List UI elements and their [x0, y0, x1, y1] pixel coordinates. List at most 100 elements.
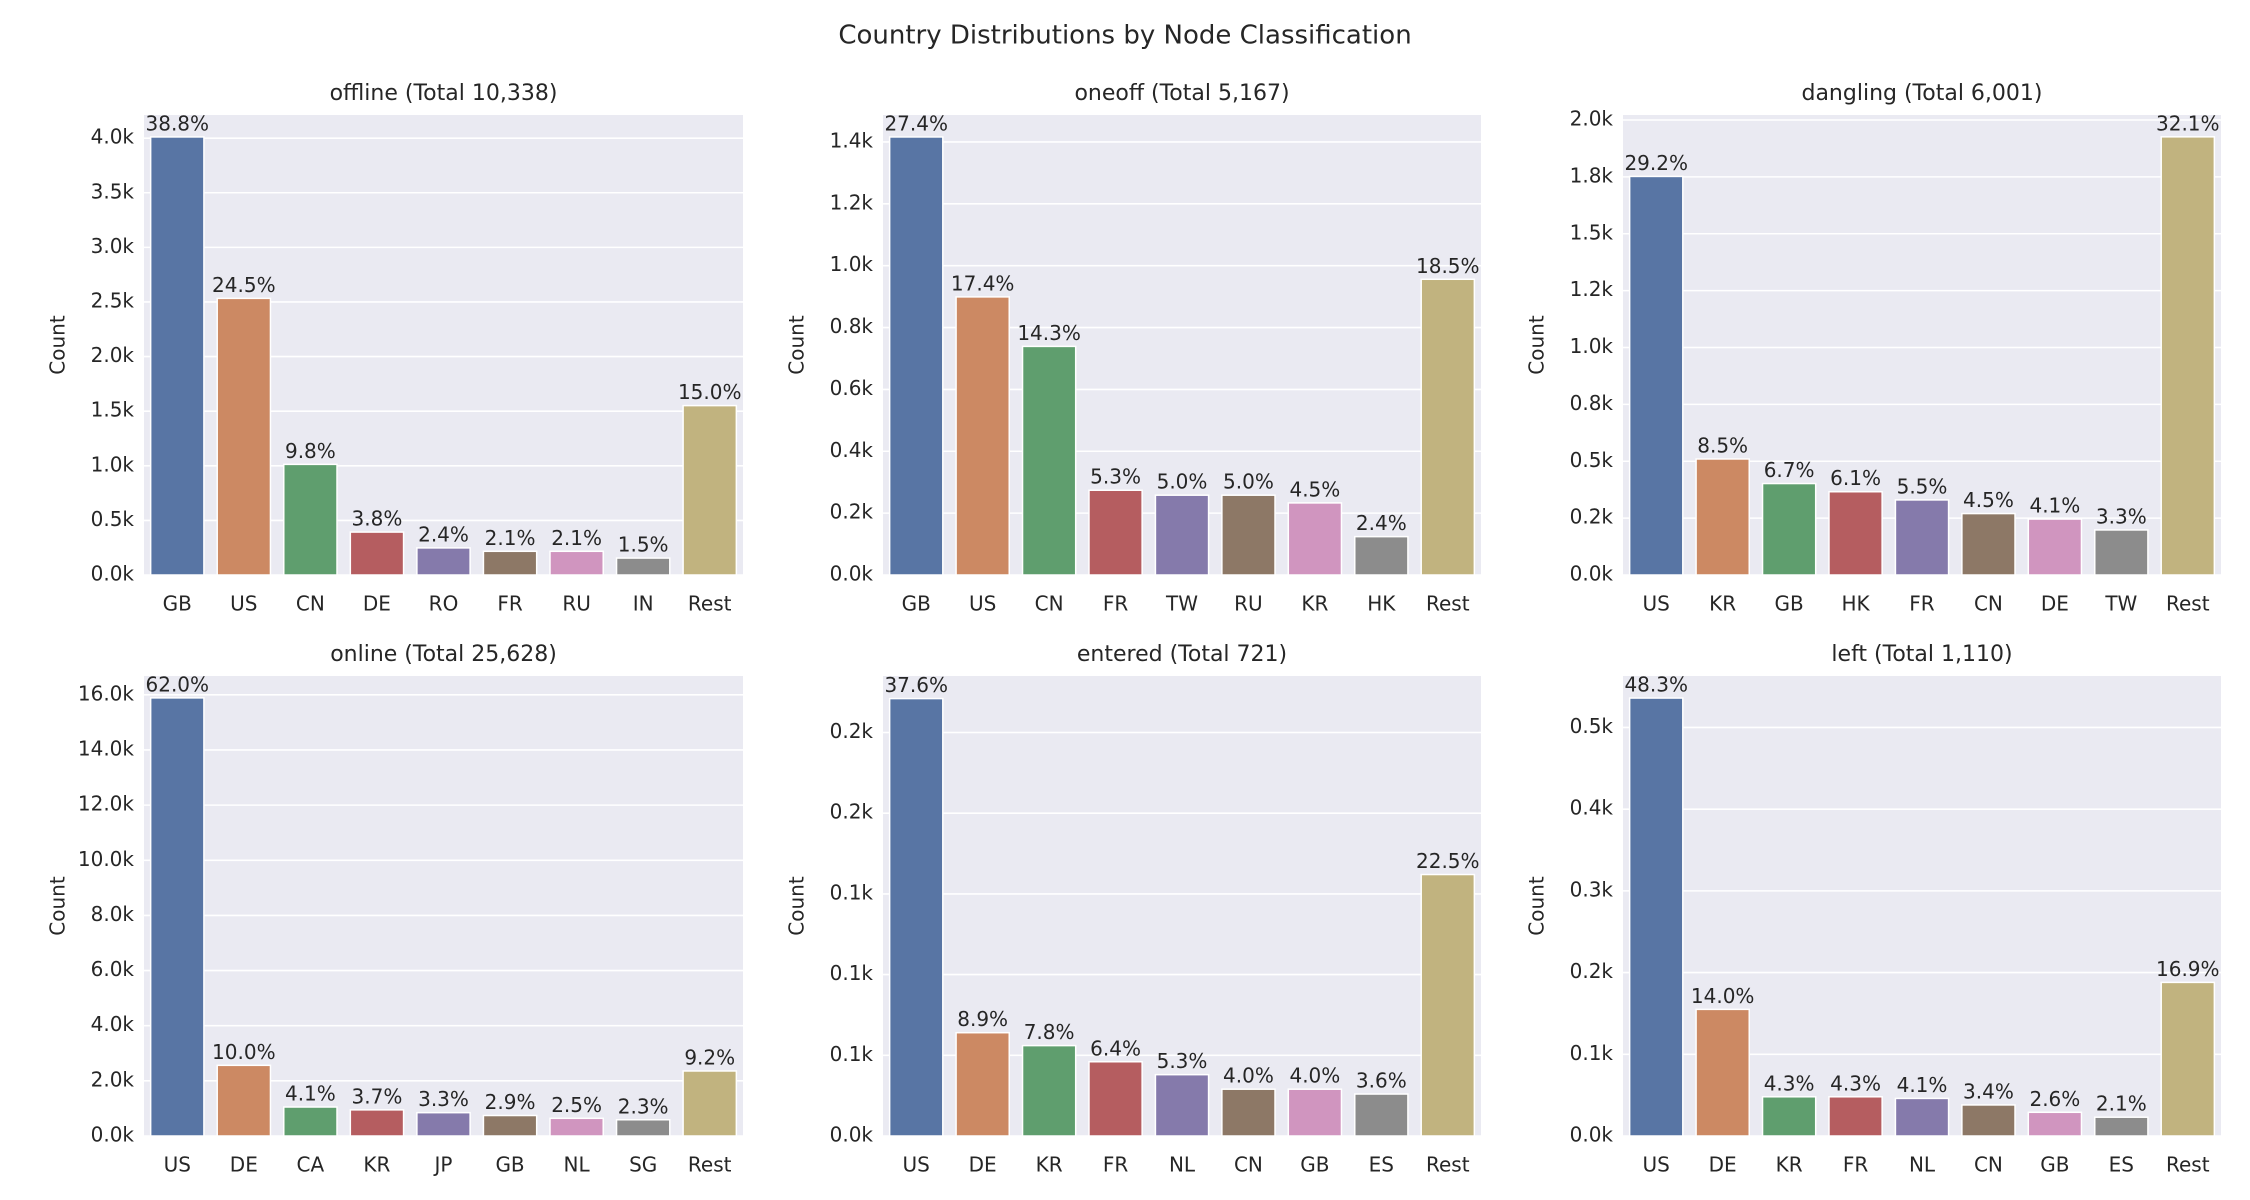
- y-tick-label: 0.0k: [1570, 562, 1614, 586]
- value-label: 62.0%: [146, 672, 210, 696]
- value-label: 5.0%: [1157, 470, 1208, 494]
- value-label: 6.7%: [1764, 458, 1815, 482]
- y-tick-label: 0.8k: [830, 314, 874, 338]
- value-label: 32.1%: [2156, 111, 2220, 135]
- bar: [1628, 697, 1684, 1137]
- y-axis-label: Count: [46, 876, 70, 936]
- bar: [955, 1031, 1010, 1137]
- y-tick-label: 1.0k: [1570, 334, 1614, 358]
- x-tick-label: DE: [1709, 1153, 1737, 1177]
- x-tick-label: GB: [902, 592, 931, 616]
- bar: [283, 463, 338, 576]
- y-tick-label: 2.0k: [91, 343, 135, 367]
- x-tick-label: GB: [1775, 592, 1804, 616]
- value-label: 5.0%: [1223, 470, 1274, 494]
- x-tick-label: US: [230, 592, 257, 616]
- x-tick-label: Rest: [1426, 1153, 1470, 1177]
- value-label: 3.7%: [352, 1084, 403, 1108]
- value-label: 4.1%: [1897, 1073, 1948, 1097]
- x-tick-label: Rest: [688, 592, 732, 616]
- y-tick-label: 0.5k: [1570, 714, 1614, 738]
- y-tick-label: 14.0k: [78, 736, 135, 760]
- value-label: 8.9%: [957, 1007, 1008, 1031]
- value-label: 2.5%: [551, 1093, 602, 1117]
- bar: [1354, 1093, 1409, 1137]
- value-label: 2.1%: [485, 526, 536, 550]
- bar: [1695, 1008, 1750, 1137]
- y-tick-label: 1.5k: [91, 398, 135, 422]
- y-tick-label: 1.8k: [1570, 163, 1614, 187]
- bar: [349, 531, 405, 576]
- x-tick-label: US: [903, 1153, 930, 1177]
- x-tick-label: US: [1643, 592, 1670, 616]
- y-axis-label: Count: [785, 876, 809, 936]
- y-tick-label: 0.0k: [91, 562, 135, 586]
- y-tick-label: 1.0k: [830, 252, 874, 276]
- value-label: 6.4%: [1090, 1036, 1141, 1060]
- value-label: 5.5%: [1897, 474, 1948, 498]
- y-tick-label: 2.0k: [91, 1067, 135, 1091]
- y-tick-label: 0.8k: [1570, 391, 1614, 415]
- x-tick-label: JP: [433, 1153, 453, 1177]
- y-tick-label: 0.1k: [830, 880, 874, 904]
- value-label: 2.1%: [551, 526, 602, 550]
- x-tick-label: CA: [297, 1153, 325, 1177]
- value-label: 3.6%: [1356, 1069, 1407, 1093]
- value-label: 8.5%: [1697, 433, 1748, 457]
- y-tick-label: 0.4k: [830, 438, 874, 462]
- value-label: 9.2%: [684, 1045, 735, 1069]
- value-label: 37.6%: [884, 673, 948, 697]
- y-axis-label: Count: [785, 315, 809, 375]
- value-label: 4.5%: [1289, 477, 1340, 501]
- x-tick-label: RU: [562, 592, 591, 616]
- bar: [1828, 1096, 1883, 1137]
- x-tick-label: KR: [1036, 1153, 1063, 1177]
- value-label: 4.1%: [285, 1082, 336, 1106]
- bar: [416, 547, 471, 576]
- bar: [1761, 1096, 1817, 1137]
- x-tick-label: Rest: [688, 1153, 732, 1177]
- bar: [1420, 873, 1476, 1137]
- bar: [1894, 1097, 1950, 1137]
- y-tick-label: 10.0k: [78, 847, 135, 871]
- x-tick-label: FR: [1843, 1153, 1869, 1177]
- x-tick-label: KR: [1301, 592, 1328, 616]
- x-tick-label: CN: [1234, 1153, 1263, 1177]
- y-tick-label: 2.5k: [91, 288, 135, 312]
- x-tick-label: FR: [1103, 592, 1129, 616]
- bar: [1088, 1061, 1143, 1137]
- x-tick-label: US: [164, 1153, 191, 1177]
- x-tick-label: ES: [2109, 1153, 2134, 1177]
- bar: [549, 550, 604, 576]
- x-tick-label: Rest: [2166, 592, 2210, 616]
- y-tick-label: 1.5k: [1570, 220, 1614, 244]
- y-tick-label: 0.3k: [1570, 877, 1614, 901]
- value-label: 14.0%: [1691, 984, 1755, 1008]
- y-tick-label: 0.2k: [1570, 959, 1614, 983]
- y-tick-label: 0.6k: [830, 376, 874, 400]
- x-tick-label: NL: [564, 1153, 591, 1177]
- bar: [1221, 494, 1276, 576]
- subplot-title: left (Total 1,110): [1831, 642, 2012, 667]
- x-tick-label: CN: [1974, 592, 2003, 616]
- x-tick-label: GB: [163, 592, 192, 616]
- bar: [955, 296, 1010, 576]
- y-tick-label: 4.0k: [91, 125, 135, 149]
- plot-area: [144, 676, 743, 1136]
- bar: [549, 1117, 604, 1137]
- x-tick-label: DE: [2041, 592, 2069, 616]
- value-label: 9.8%: [285, 439, 336, 463]
- x-tick-label: GB: [2040, 1153, 2069, 1177]
- y-tick-label: 1.4k: [830, 128, 874, 152]
- bar: [2027, 518, 2083, 576]
- y-tick-label: 0.2k: [830, 719, 874, 743]
- y-tick-label: 0.0k: [830, 1123, 874, 1147]
- subplot-title: entered (Total 721): [1077, 642, 1287, 667]
- bar: [615, 1119, 671, 1137]
- bar: [1961, 1104, 2016, 1137]
- value-label: 2.3%: [618, 1094, 669, 1118]
- bar: [1894, 499, 1950, 576]
- value-label: 29.2%: [1624, 151, 1688, 175]
- y-tick-label: 12.0k: [78, 792, 135, 816]
- value-label: 4.0%: [1289, 1064, 1340, 1088]
